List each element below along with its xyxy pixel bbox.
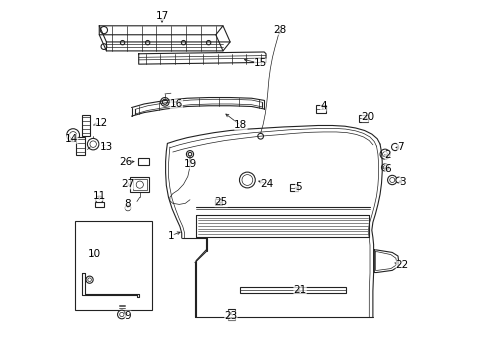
Circle shape: [391, 143, 398, 150]
Text: 1: 1: [167, 231, 174, 240]
Text: 19: 19: [183, 159, 196, 169]
Bar: [228, 309, 234, 320]
Circle shape: [186, 150, 193, 158]
Text: 6: 6: [384, 163, 390, 174]
Bar: [316, 105, 325, 113]
Text: 25: 25: [214, 197, 227, 207]
Circle shape: [69, 132, 77, 139]
Circle shape: [145, 41, 149, 45]
Circle shape: [206, 41, 210, 45]
Text: 10: 10: [87, 248, 100, 258]
Bar: [240, 287, 346, 293]
Circle shape: [181, 41, 185, 45]
Circle shape: [160, 98, 169, 106]
Circle shape: [239, 172, 255, 188]
Bar: [215, 199, 222, 205]
Circle shape: [389, 177, 394, 183]
Text: 4: 4: [320, 102, 326, 112]
Bar: [290, 184, 298, 191]
Circle shape: [379, 149, 389, 159]
Text: 24: 24: [260, 179, 273, 189]
Circle shape: [117, 310, 126, 319]
Text: 2: 2: [384, 150, 390, 160]
Text: 16: 16: [169, 99, 183, 109]
Text: 26: 26: [119, 157, 132, 167]
Circle shape: [120, 312, 124, 317]
Text: 8: 8: [124, 199, 131, 210]
Circle shape: [100, 27, 107, 34]
Circle shape: [125, 205, 131, 211]
Text: 12: 12: [94, 118, 107, 128]
Text: 18: 18: [234, 121, 247, 130]
Circle shape: [162, 99, 167, 104]
Circle shape: [383, 166, 386, 169]
Circle shape: [88, 278, 91, 282]
Circle shape: [66, 129, 80, 141]
Text: 5: 5: [294, 182, 301, 192]
Bar: [94, 202, 104, 207]
Bar: [130, 177, 149, 192]
Circle shape: [257, 134, 263, 139]
Text: 20: 20: [361, 112, 374, 122]
Text: 22: 22: [395, 260, 408, 270]
Circle shape: [96, 196, 102, 203]
Circle shape: [120, 41, 124, 45]
Text: 27: 27: [121, 179, 134, 189]
Circle shape: [87, 138, 99, 150]
Circle shape: [242, 175, 252, 185]
Circle shape: [387, 175, 396, 185]
Bar: [76, 137, 85, 155]
Text: 23: 23: [224, 311, 237, 320]
Circle shape: [136, 181, 143, 188]
Text: 11: 11: [92, 191, 106, 201]
Circle shape: [395, 177, 401, 183]
Text: 17: 17: [155, 11, 168, 21]
Text: 14: 14: [65, 134, 78, 144]
Text: 13: 13: [100, 142, 113, 152]
Bar: [132, 179, 147, 190]
Text: 3: 3: [398, 177, 405, 187]
Text: 21: 21: [293, 285, 306, 296]
Text: 9: 9: [124, 311, 131, 320]
Text: 28: 28: [272, 25, 285, 35]
Bar: [137, 158, 149, 165]
Circle shape: [188, 152, 191, 156]
Bar: [359, 115, 367, 122]
Text: 7: 7: [396, 142, 403, 152]
Bar: [82, 115, 90, 135]
Circle shape: [86, 276, 93, 283]
Circle shape: [90, 141, 96, 147]
Circle shape: [101, 44, 106, 49]
Text: 15: 15: [253, 58, 267, 68]
Circle shape: [381, 164, 388, 171]
Bar: [75, 221, 152, 310]
Circle shape: [382, 152, 387, 157]
